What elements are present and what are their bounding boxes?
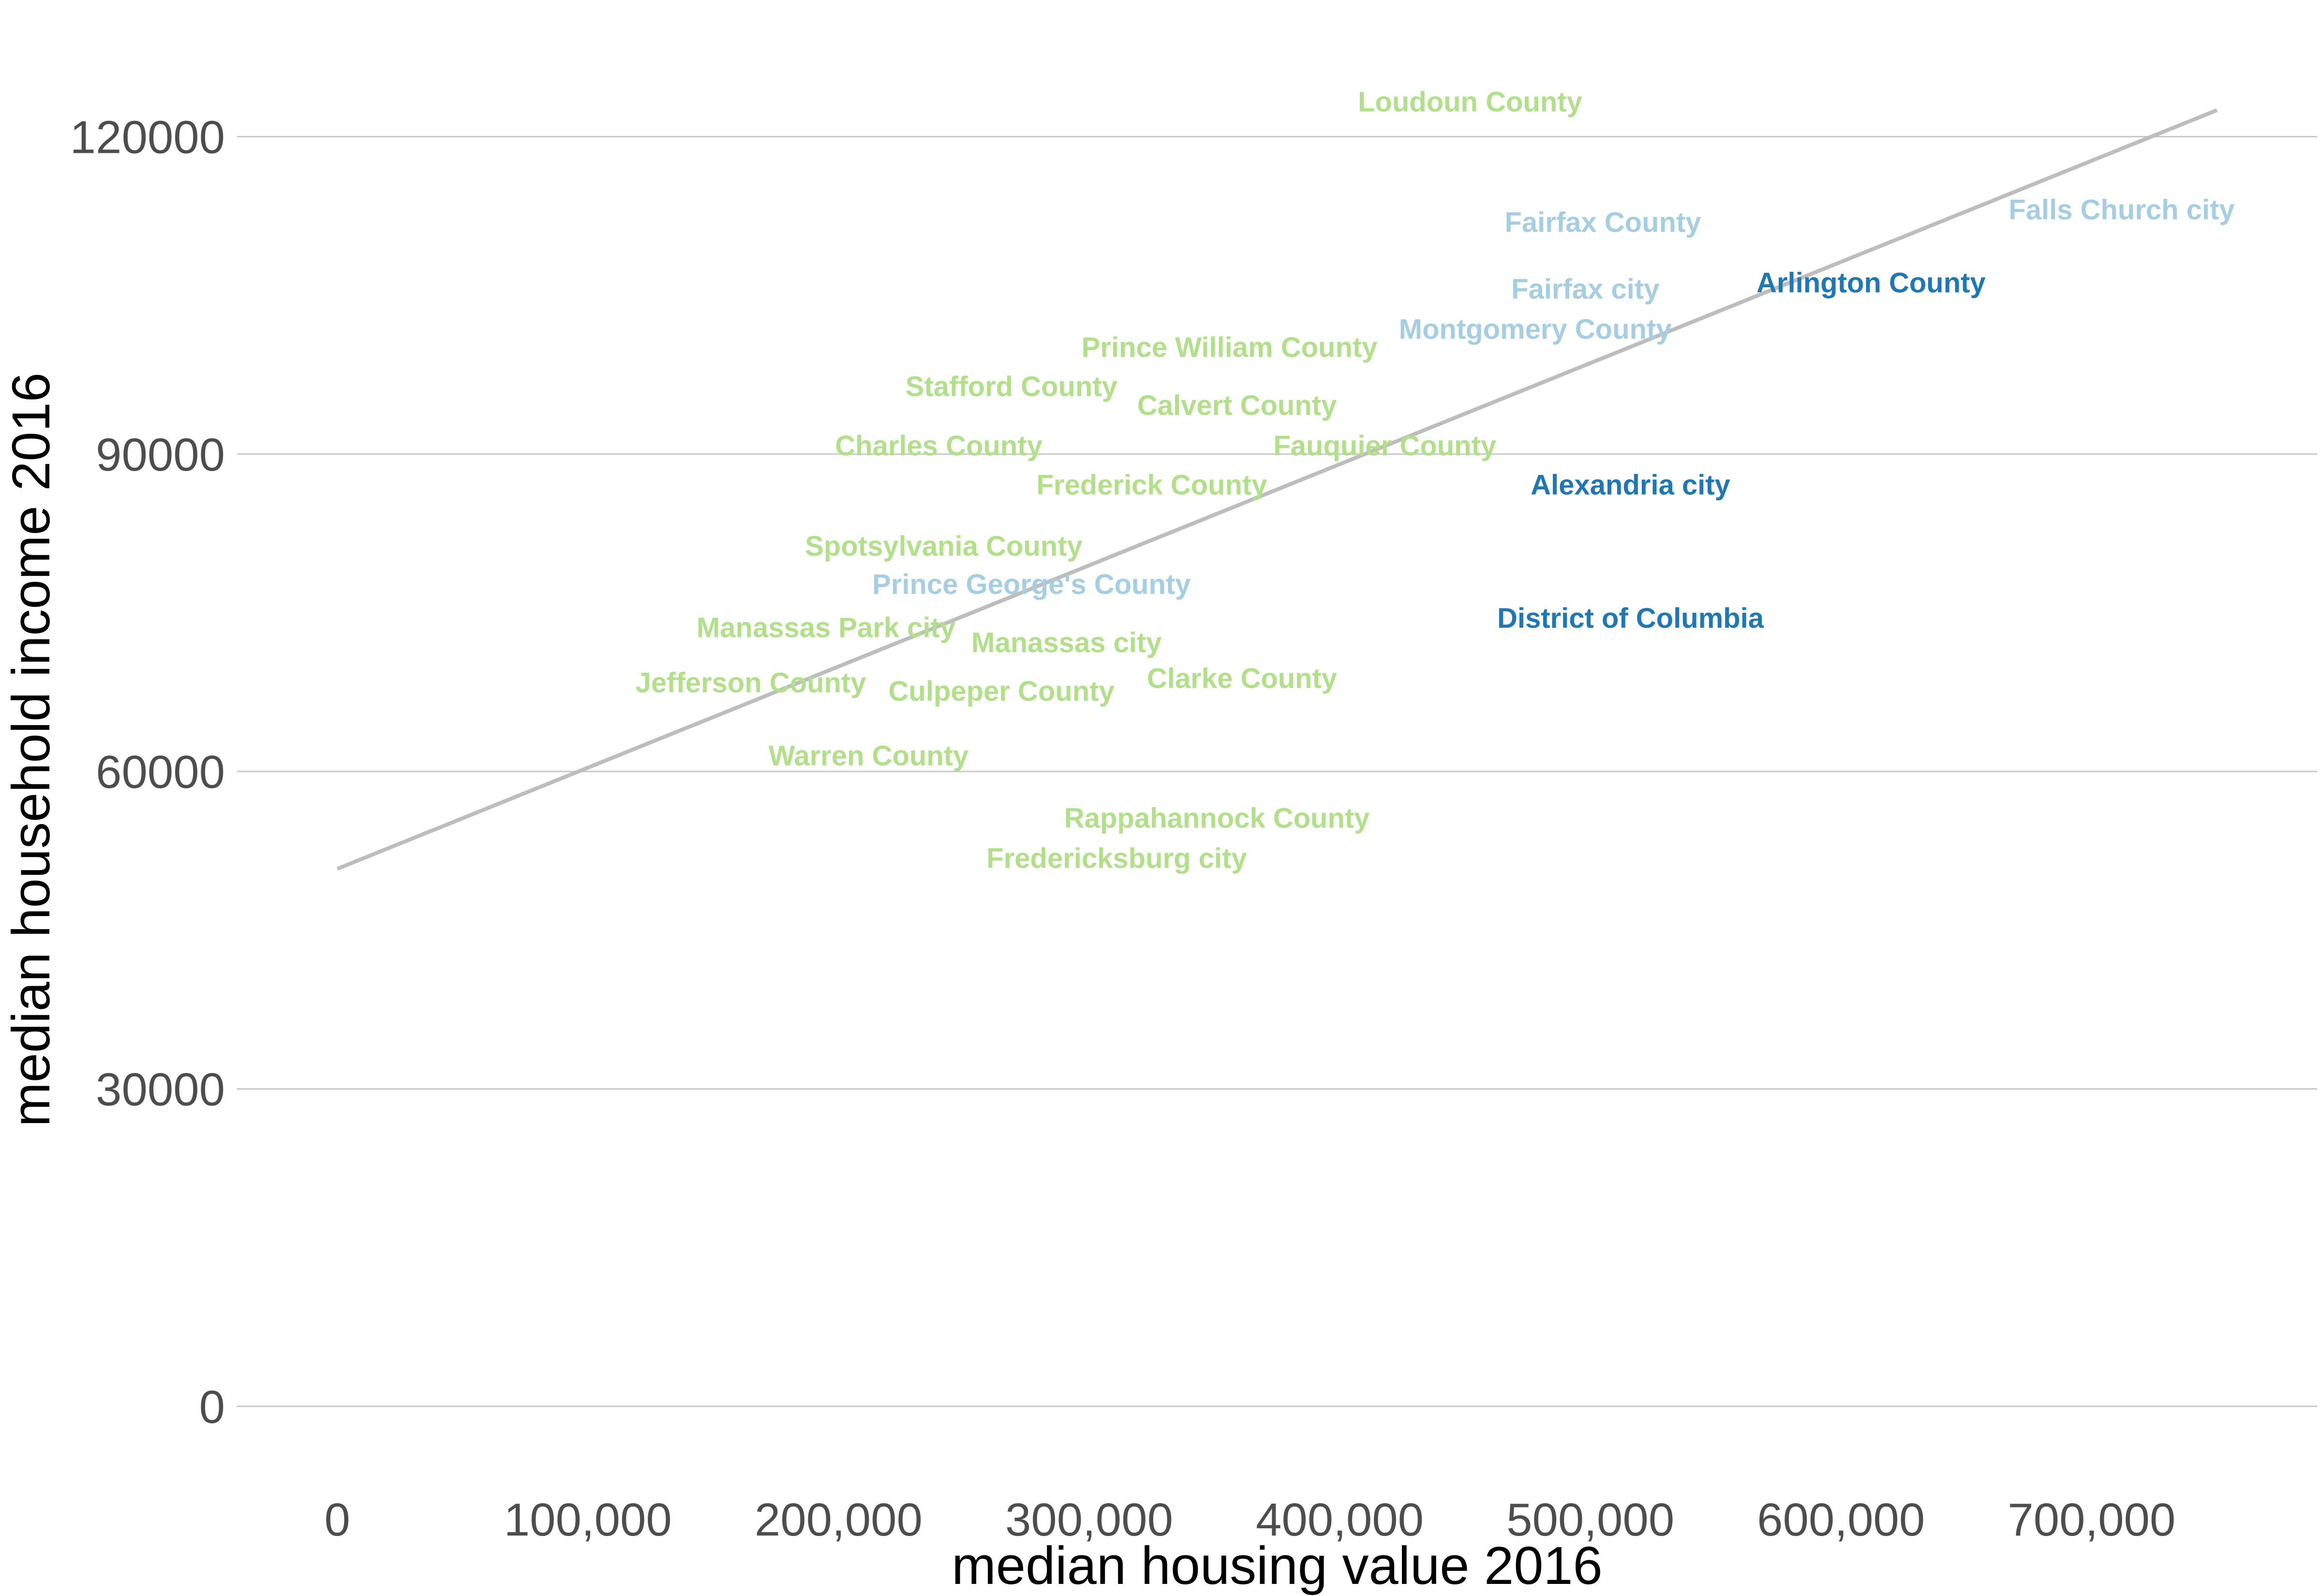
data-point-label: Jefferson County: [636, 667, 866, 698]
data-point-label: Frederick County: [1036, 469, 1267, 501]
data-point-label: Manassas city: [971, 627, 1161, 658]
x-tick-label: 400,000: [1256, 1494, 1424, 1546]
data-point-label: Culpeper County: [889, 676, 1115, 707]
data-point-label: Arlington County: [1756, 267, 1986, 298]
data-point-label: Falls Church city: [2009, 194, 2234, 225]
data-point-label: Prince George's County: [872, 569, 1191, 600]
data-point-label: District of Columbia: [1497, 603, 1764, 634]
data-point-label: Prince William County: [1082, 332, 1378, 363]
data-point-label: Clarke County: [1147, 663, 1337, 695]
x-axis-title: median housing value 2016: [952, 1536, 1602, 1596]
x-axis-ticks: 0 100,000 200,000 300,000 400,000 500,000 600,…: [325, 1494, 2176, 1546]
y-tick-label: 120000: [70, 112, 225, 163]
data-point-label: Stafford County: [906, 371, 1117, 402]
data-point-label: Fairfax County: [1504, 207, 1701, 238]
data-point-label: Alexandria city: [1531, 469, 1730, 501]
x-tick-label: 0: [325, 1494, 350, 1546]
trend-line-layer: [336, 108, 2218, 871]
x-tick-label: 300,000: [1005, 1494, 1173, 1546]
data-point-label: Montgomery County: [1399, 314, 1672, 345]
x-tick-label: 200,000: [755, 1494, 923, 1546]
x-tick-label: 100,000: [504, 1494, 672, 1546]
data-point-label: Manassas Park city: [697, 612, 955, 644]
y-tick-label: 0: [199, 1381, 225, 1433]
data-point-label: Charles County: [835, 430, 1042, 461]
data-point-label: Fredericksburg city: [986, 843, 1247, 874]
trend-line: [336, 108, 2218, 871]
data-point-label: Calvert County: [1137, 390, 1337, 421]
y-tick-label: 90000: [96, 429, 225, 481]
data-point-label: Fairfax city: [1511, 274, 1659, 305]
y-axis-title: median household income 2016: [1, 372, 61, 1126]
data-point-label: Loudoun County: [1358, 86, 1582, 118]
grid: [237, 136, 2317, 1407]
y-tick-label: 30000: [96, 1064, 225, 1115]
x-tick-label: 600,000: [1757, 1494, 1925, 1546]
x-tick-label: 700,000: [2008, 1494, 2175, 1546]
data-point-label: Fauquier County: [1273, 430, 1496, 461]
y-tick-label: 60000: [96, 746, 225, 798]
x-tick-label: 500,000: [1506, 1494, 1674, 1546]
data-point-label: Spotsylvania County: [805, 531, 1083, 562]
data-point-label: Warren County: [769, 740, 969, 771]
data-point-label: Rappahannock County: [1064, 802, 1370, 834]
data-labels: Loudoun County Fairfax County Falls Church…: [636, 86, 2235, 874]
y-axis-ticks: 0 30000 60000 90000 120000: [70, 112, 225, 1433]
